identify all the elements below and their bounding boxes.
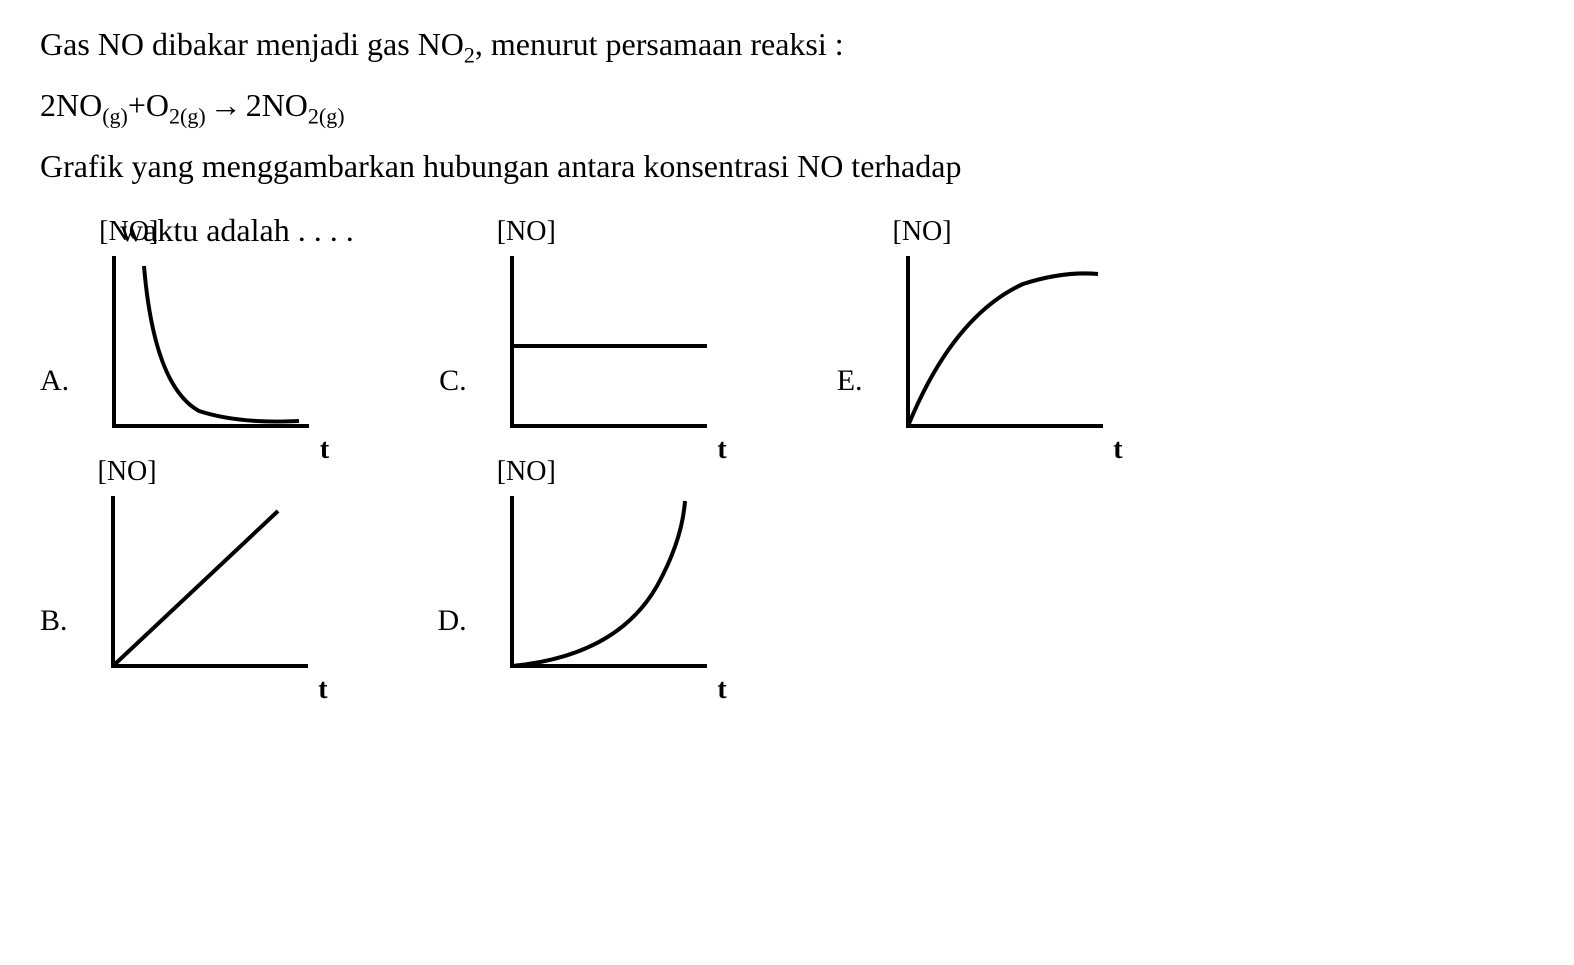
option-a: A. [NO] t — [40, 246, 319, 456]
option-c: C. [NO] t — [439, 246, 717, 456]
graph-e-curve — [908, 273, 1098, 426]
graph-b-xlabel: t — [318, 674, 327, 706]
graph-b-svg — [88, 486, 318, 696]
graph-d-xlabel: t — [717, 674, 726, 706]
graph-e-container: [NO] t — [883, 246, 1113, 456]
product-1-sub: 2(g) — [308, 104, 345, 129]
graph-a-xlabel: t — [320, 434, 329, 466]
option-e-label: E. — [837, 364, 863, 398]
graph-a-axis — [114, 256, 309, 426]
question-line-1: Gas NO dibakar menjadi gas NO2, menurut … — [40, 20, 1534, 71]
graph-d-svg — [487, 486, 717, 696]
graph-e-svg — [883, 246, 1113, 456]
graph-e-ylabel: [NO] — [893, 216, 952, 248]
graph-c-svg — [487, 246, 717, 456]
plus-sign: + — [128, 87, 146, 123]
option-e: E. [NO] t — [837, 246, 1113, 456]
graph-c-ylabel: [NO] — [497, 216, 556, 248]
graph-e-xlabel: t — [1113, 434, 1122, 466]
graph-a-container: [NO] t — [89, 246, 319, 456]
graph-d-curve — [512, 501, 685, 666]
option-b-label: B. — [40, 604, 68, 638]
option-c-label: C. — [439, 364, 467, 398]
graph-row-2: B. [NO] t D. [NO] t — [40, 486, 1534, 696]
graph-c-container: [NO] t — [487, 246, 717, 456]
option-a-label: A. — [40, 364, 69, 398]
graph-a-ylabel: [NO] — [99, 216, 158, 248]
graph-e-axis — [908, 256, 1103, 426]
q-sub-1: 2 — [464, 42, 475, 67]
graph-d-container: [NO] t — [487, 486, 717, 696]
graph-d-axis — [512, 496, 707, 666]
graph-b-container: [NO] t — [88, 486, 318, 696]
option-d-label: D. — [438, 604, 467, 638]
reaction-equation: 2NO(g)+O2(g)→2NO2(g) — [40, 87, 1534, 129]
option-b: B. [NO] t — [40, 486, 318, 696]
graph-row-1: A. [NO] t C. [NO] t — [40, 246, 1534, 456]
option-d: D. [NO] t — [438, 486, 717, 696]
graph-a-svg — [89, 246, 319, 456]
reactant-1: 2NO — [40, 87, 102, 123]
graph-c-axis — [512, 256, 707, 426]
q-text-2: , menurut persamaan reaksi : — [475, 26, 844, 62]
graph-c-xlabel: t — [717, 434, 726, 466]
reactant-2-o: O — [146, 87, 169, 123]
product-1: 2NO — [246, 87, 308, 123]
reactant-1-sub: (g) — [102, 104, 128, 129]
question-line-3: Grafik yang menggambarkan hubungan antar… — [40, 142, 1534, 190]
graph-b-curve — [113, 511, 278, 666]
reactant-2-sub: 2(g) — [169, 104, 206, 129]
q-text-1: Gas NO dibakar menjadi gas NO — [40, 26, 464, 62]
graph-a-curve — [144, 266, 299, 422]
reaction-arrow: → — [210, 87, 242, 124]
graph-b-ylabel: [NO] — [98, 456, 157, 488]
graph-d-ylabel: [NO] — [497, 456, 556, 488]
